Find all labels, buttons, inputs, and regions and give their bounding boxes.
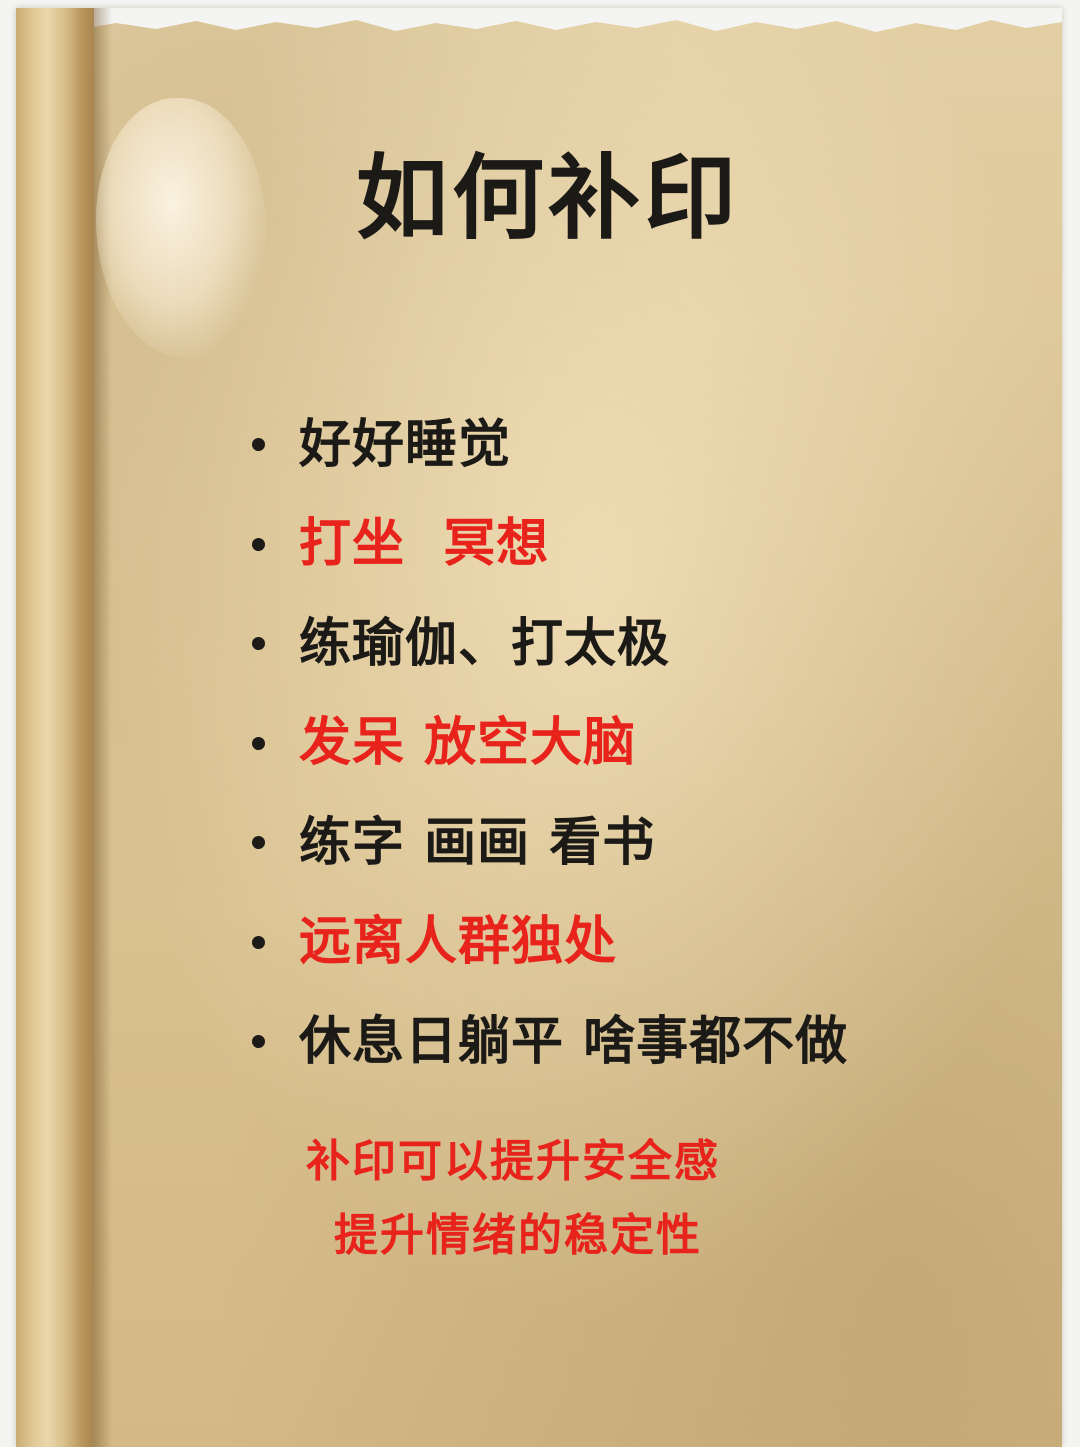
footer-line-2: 提升情绪的稳定性 xyxy=(334,1210,702,1261)
list-item: 练字 画画 看书 xyxy=(252,793,848,893)
bullet-dot xyxy=(252,637,265,651)
torn-edge xyxy=(16,8,1062,32)
parchment-scroll xyxy=(16,8,1062,1447)
list-item-text: 休息日躺平 啥事都不做 xyxy=(299,1011,849,1072)
bullet-dot xyxy=(252,537,265,551)
list-item: 休息日躺平 啥事都不做 xyxy=(252,992,848,1092)
footer-line-1: 补印可以提升安全感 xyxy=(306,1136,720,1187)
list-item: 发呆 放空大脑 xyxy=(252,694,848,794)
list-item-text: 发呆 放空大脑 xyxy=(299,713,637,774)
footer-note: 补印可以提升安全感 提升情绪的稳定性 xyxy=(300,1140,820,1258)
list-item-text: 练瑜伽、打太极 xyxy=(299,613,671,674)
bullet-list: 好好睡觉 打坐 冥想 练瑜伽、打太极 发呆 放空大脑 练字 画画 看书 远离人群… xyxy=(252,395,848,1092)
bullet-dot xyxy=(252,438,265,452)
list-item: 好好睡觉 xyxy=(252,395,848,495)
list-item-text: 好好睡觉 xyxy=(299,414,512,475)
list-item-text: 练字 画画 看书 xyxy=(299,812,656,873)
bullet-dot xyxy=(252,736,265,750)
list-item: 远离人群独处 xyxy=(252,893,848,993)
paper-stain xyxy=(96,98,266,358)
bullet-dot xyxy=(252,935,265,949)
scroll-roller xyxy=(16,8,94,1447)
roller-shadow xyxy=(94,8,112,1447)
bullet-dot xyxy=(252,836,265,850)
bullet-dot xyxy=(252,1035,265,1049)
list-item: 练瑜伽、打太极 xyxy=(252,594,848,694)
list-item-text: 打坐 冥想 xyxy=(299,514,550,575)
list-item-text: 远离人群独处 xyxy=(299,912,618,973)
list-item: 打坐 冥想 xyxy=(252,495,848,595)
page-title: 如何补印 xyxy=(356,145,741,252)
